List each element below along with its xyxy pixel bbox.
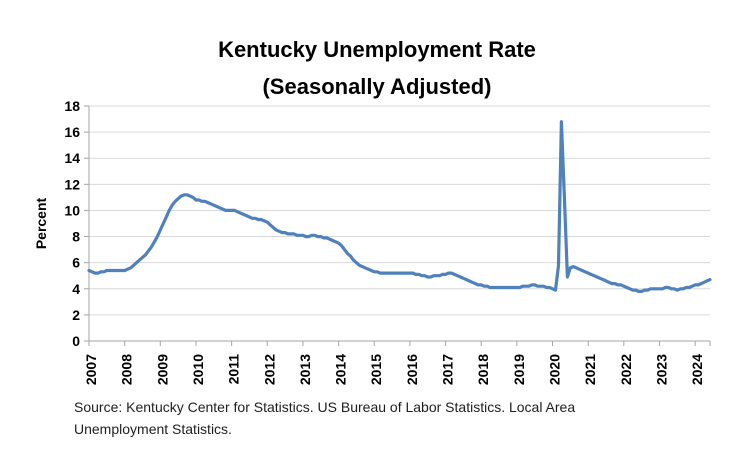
x-tick-label: 2013 — [297, 354, 313, 385]
x-tick-label: 2019 — [511, 354, 527, 385]
x-tick-label: 2007 — [83, 354, 99, 385]
x-tick-label: 2023 — [653, 354, 669, 385]
y-tick-label: 16 — [64, 124, 80, 140]
x-tick-label: 2020 — [547, 354, 563, 385]
x-tick-label: 2011 — [226, 354, 242, 385]
source-note-line2: Unemployment Statistics. — [74, 421, 232, 437]
chart-title-line1: Kentucky Unemployment Rate — [218, 37, 536, 62]
x-tick-label: 2016 — [404, 354, 420, 385]
x-tick-label: 2017 — [440, 354, 456, 385]
x-tick-label: 2018 — [475, 354, 491, 385]
x-tick-label: 2021 — [582, 354, 598, 385]
chart-title: Kentucky Unemployment Rate (Seasonally A… — [44, 31, 710, 105]
y-tick-label: 18 — [64, 98, 80, 114]
x-tick-label: 2009 — [154, 354, 170, 385]
y-tick-label: 2 — [72, 307, 80, 323]
x-tick-label: 2015 — [368, 354, 384, 385]
unemployment-rate-line — [87, 120, 712, 293]
y-tick-label: 12 — [64, 176, 80, 192]
source-note-line1: Source: Kentucky Center for Statistics. … — [74, 399, 576, 415]
x-tick-label: 2010 — [190, 354, 206, 385]
y-axis-title: Percent — [33, 197, 49, 249]
y-tick-label: 4 — [72, 281, 80, 297]
y-tick-label: 14 — [64, 150, 80, 166]
y-tick-label: 8 — [72, 229, 80, 245]
chart-title-line2: (Seasonally Adjusted) — [262, 74, 492, 99]
x-tick-label: 2014 — [333, 354, 349, 385]
y-tick-label: 10 — [64, 202, 80, 218]
y-tick-label: 6 — [72, 255, 80, 271]
x-tick-label: 2008 — [119, 354, 135, 385]
x-tick-label: 2022 — [618, 354, 634, 385]
source-note: Source: Kentucky Center for Statistics. … — [74, 396, 694, 440]
y-tick-label: 0 — [72, 333, 80, 349]
x-tick-label: 2012 — [261, 354, 277, 385]
x-tick-label: 2024 — [689, 354, 705, 385]
